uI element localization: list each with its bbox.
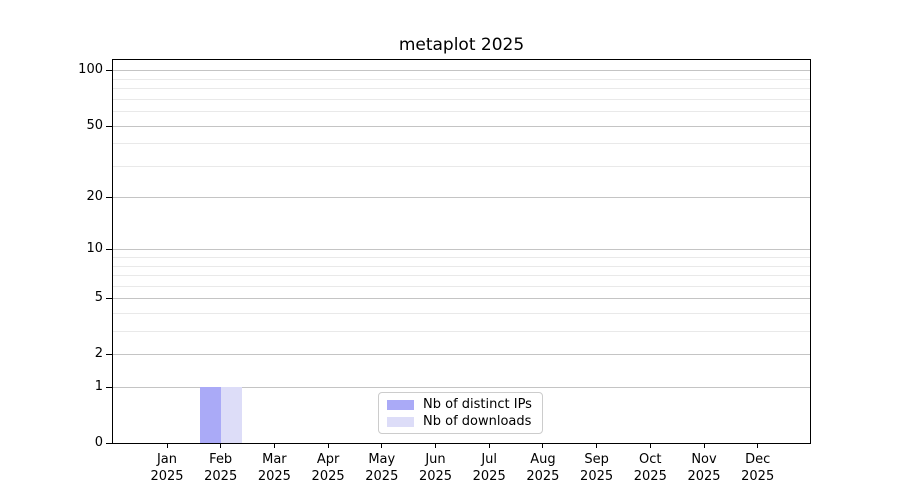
x-tick-mark [327,444,329,448]
x-tick-label: Jan 2025 [135,451,199,485]
x-tick-mark [542,444,544,448]
y-tick-mark [106,249,112,251]
x-tick-mark [381,444,383,448]
x-tick-year: 2025 [526,469,560,484]
x-tick-label: Nov 2025 [672,451,736,485]
y-tick-label: 20 [86,189,103,205]
x-tick-year: 2025 [257,469,291,484]
minor-gridline [113,313,810,315]
x-tick-year: 2025 [311,469,345,484]
y-tick-label: 2 [94,346,103,362]
x-tick-year: 2025 [472,469,506,484]
minor-gridline [113,111,810,113]
x-tick-mark [220,444,222,448]
x-tick-month: Feb [209,452,233,467]
x-tick-mark [649,444,651,448]
y-tick-mark [106,298,112,300]
x-tick-month: Nov [691,452,717,467]
x-tick-label: Dec 2025 [726,451,790,485]
x-tick-label: May 2025 [350,451,414,485]
major-gridline [113,387,810,389]
legend-label: Nb of distinct IPs [423,397,532,412]
major-gridline [113,125,810,127]
x-tick-month: Jun [425,452,446,467]
major-gridline [113,70,810,72]
y-tick-mark [106,197,112,199]
x-tick-mark [273,444,275,448]
x-tick-month: Jan [156,452,178,467]
minor-gridline [113,88,810,90]
y-tick-label: 1 [94,379,103,395]
minor-gridline [113,265,810,267]
x-tick-mark [757,444,759,448]
legend-item: Nb of downloads [387,414,534,429]
x-tick-month: Aug [530,452,556,467]
x-tick-year: 2025 [633,469,667,484]
minor-gridline [113,257,810,259]
minor-gridline [113,285,810,287]
legend-item: Nb of distinct IPs [387,397,534,412]
bar-downloads [220,387,242,443]
y-tick-label: 100 [78,62,103,78]
y-tick-label: 5 [94,290,103,306]
legend-swatch [387,416,414,427]
x-tick-mark [166,444,168,448]
x-tick-year: 2025 [150,469,184,484]
x-tick-month: Mar [262,452,287,467]
minor-gridline [113,331,810,333]
minor-gridline [113,98,810,100]
minor-gridline [113,275,810,277]
x-tick-year: 2025 [365,469,399,484]
y-tick-mark [106,125,112,127]
x-tick-label: Jun 2025 [404,451,468,485]
legend-swatch [387,399,414,410]
x-tick-label: Apr 2025 [296,451,360,485]
x-tick-mark [703,444,705,448]
chart-title: metaplot 2025 [398,35,525,55]
x-tick-label: Sep 2025 [565,451,629,485]
y-tick-label: 0 [94,435,103,450]
x-tick-mark [488,444,490,448]
x-tick-year: 2025 [687,469,721,484]
x-tick-month: Jul [481,452,498,467]
bar-distinct-ips [199,387,221,443]
major-gridline [113,298,810,300]
minor-gridline [113,165,810,167]
x-tick-mark [596,444,598,448]
x-tick-month: May [368,452,396,467]
plot-area [112,59,811,444]
y-tick-mark [106,354,112,356]
x-tick-label: Mar 2025 [242,451,306,485]
y-tick-label: 50 [86,117,103,133]
major-gridline [113,197,810,199]
minor-gridline [113,143,810,145]
y-tick-mark [106,70,112,72]
y-tick-mark [106,443,112,444]
x-tick-label: Jul 2025 [457,451,521,485]
legend-label: Nb of downloads [423,414,532,429]
x-tick-year: 2025 [580,469,614,484]
x-tick-label: Feb 2025 [189,451,253,485]
y-tick-mark [106,387,112,389]
minor-gridline [113,78,810,80]
x-tick-label: Oct 2025 [618,451,682,485]
legend: Nb of distinct IPs Nb of downloads [378,392,543,434]
x-tick-month: Oct [639,452,662,467]
x-tick-month: Apr [316,452,340,467]
x-tick-mark [435,444,436,448]
x-tick-month: Sep [584,452,609,467]
major-gridline [113,354,810,356]
x-tick-year: 2025 [204,469,238,484]
major-gridline [113,249,810,251]
x-tick-year: 2025 [741,469,775,484]
y-tick-label: 10 [86,241,103,257]
x-tick-label: Aug 2025 [511,451,575,485]
x-tick-year: 2025 [418,469,453,484]
x-tick-month: Dec [745,452,771,467]
